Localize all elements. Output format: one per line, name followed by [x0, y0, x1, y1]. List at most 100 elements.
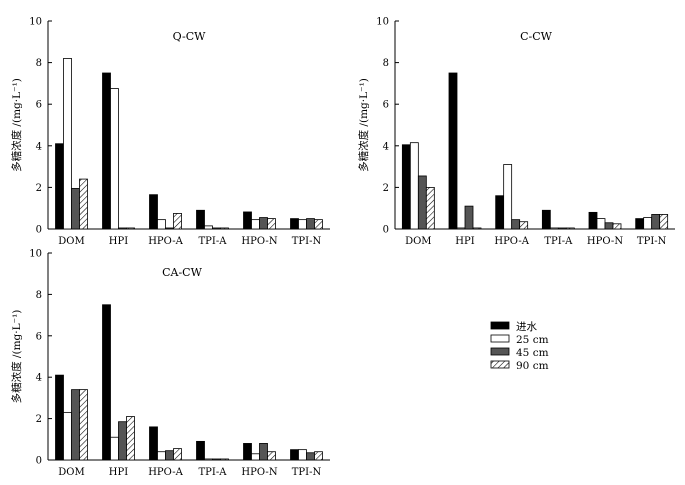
y-axis-label: 多糖浓度 /(mg·L⁻¹) — [10, 310, 23, 404]
x-tick-label: DOM — [405, 236, 431, 247]
bar-45cm-tpi-n — [306, 218, 315, 230]
chart-title: CA-CW — [162, 266, 202, 279]
y-tick-label: 2 — [36, 183, 42, 194]
y-tick-label: 0 — [36, 456, 42, 467]
bar-45cm-hpo-a — [165, 450, 174, 461]
bar-25cm-hpi — [110, 436, 119, 461]
y-tick-label: 4 — [36, 373, 42, 384]
bar-45cm-tpi-n — [651, 214, 661, 230]
bar-45cm-hpo-n — [259, 217, 268, 230]
bar-25cm-tpi-n — [643, 217, 653, 230]
y-tick-label: 2 — [383, 183, 389, 194]
x-tick-label: TPI-N — [637, 236, 667, 247]
bar-25cm-tpi-n — [298, 219, 307, 230]
bar-inflow-tpi-a — [196, 209, 205, 230]
bar-inflow-dom — [401, 144, 411, 230]
bar-90cm-hpi — [126, 416, 135, 461]
bar-25cm-hpi — [110, 88, 119, 230]
bar-45cm-tpi-a — [212, 227, 221, 230]
y-tick-label: 10 — [376, 17, 389, 28]
bar-45cm-dom — [71, 389, 80, 461]
bar-25cm-tpi-a — [204, 225, 213, 230]
bar-45cm-hpi — [118, 421, 127, 461]
bar-90cm-hpo-a — [173, 448, 182, 461]
bar-90cm-tpi-a — [220, 458, 229, 461]
bar-inflow-hpi — [448, 72, 458, 230]
bar-90cm-tpi-n — [314, 451, 323, 461]
legend-label-45cm: 45 cm — [516, 347, 549, 359]
legend-label-25cm: 25 cm — [516, 334, 549, 346]
y-tick-label: 0 — [36, 225, 42, 236]
bar-inflow-dom — [55, 374, 64, 461]
legend-item-25cm: 25 cm — [490, 334, 549, 346]
bar-90cm-hpo-n — [612, 223, 622, 230]
bar-inflow-tpi-n — [290, 218, 299, 230]
x-tick-label: HPO-A — [148, 467, 183, 478]
bar-90cm-hpo-n — [267, 451, 276, 461]
legend-swatch-inflow — [490, 321, 510, 330]
legend-item-90cm: 90 cm — [490, 360, 549, 372]
y-tick-label: 10 — [29, 249, 42, 260]
bar-inflow-hpo-a — [149, 426, 158, 461]
legend-label-90cm: 90 cm — [516, 360, 549, 372]
bar-25cm-hpo-n — [596, 218, 606, 230]
x-tick-label: HPI — [109, 467, 128, 478]
chart-title: C-CW — [520, 30, 553, 43]
bar-45cm-hpi — [464, 205, 474, 230]
bar-inflow-hpo-n — [243, 443, 252, 461]
chart-panel-2: 0 2 4 6 8 10 多糖浓度 /(mg·L⁻¹) C-CW DOM HPI HPO-A TPI-… — [357, 17, 675, 247]
legend-swatch-25cm — [490, 334, 510, 343]
bar-45cm-tpi-n — [306, 452, 315, 461]
bar-45cm-dom — [71, 188, 80, 230]
bar-90cm-dom — [79, 389, 88, 461]
bar-45cm-dom — [417, 175, 427, 230]
bar-25cm-hpo-a — [157, 451, 166, 461]
bar-90cm-dom — [425, 186, 435, 230]
bar-inflow-hpo-a — [149, 194, 158, 230]
bar-inflow-tpi-a — [196, 440, 205, 461]
bar-25cm-dom — [63, 58, 72, 230]
bar-90cm-hpo-n — [267, 218, 276, 230]
bar-25cm-dom — [63, 411, 72, 461]
x-tick-label: HPO-A — [494, 236, 529, 247]
y-axis-label: 多糖浓度 /(mg·L⁻¹) — [10, 78, 23, 172]
y-tick-label: 10 — [29, 17, 42, 28]
x-tick-label: HPI — [109, 236, 128, 247]
x-tick-label: TPI-A — [544, 236, 573, 247]
bar-90cm-tpi-n — [314, 219, 323, 230]
y-tick-label: 8 — [36, 58, 42, 69]
bar-25cm-hpo-n — [251, 219, 260, 230]
legend: 进水 25 cm 45 cm 90 cm — [490, 321, 549, 372]
bar-45cm-hpo-n — [604, 222, 614, 230]
bar-90cm-dom — [79, 178, 88, 230]
chart-panel-1: 0 2 4 6 8 10 多糖浓度 /(mg·L⁻¹) Q-CW DOM HPI HPO-A TPI-… — [10, 17, 330, 247]
y-tick-label: 4 — [36, 141, 42, 152]
legend-swatch-45cm — [490, 347, 510, 356]
bar-25cm-hpo-a — [503, 164, 513, 230]
x-tick-label: HPO-N — [241, 236, 277, 247]
bar-25cm-hpo-n — [251, 453, 260, 461]
x-tick-label: TPI-N — [292, 236, 322, 247]
chart-title: Q-CW — [173, 30, 207, 43]
x-tick-label: HPO-A — [148, 236, 183, 247]
bar-90cm-tpi-n — [659, 214, 669, 230]
bar-45cm-tpi-a — [557, 227, 567, 230]
x-tick-label: TPI-A — [199, 467, 228, 478]
bar-25cm-hpo-a — [157, 219, 166, 230]
bar-25cm-tpi-a — [549, 227, 559, 230]
bar-90cm-hpo-a — [519, 221, 529, 230]
y-tick-label: 8 — [383, 58, 389, 69]
legend-item-inflow: 进水 — [490, 321, 537, 333]
bar-25cm-hpi — [456, 227, 466, 230]
bar-inflow-dom — [55, 143, 64, 230]
y-tick-label: 2 — [36, 414, 42, 425]
x-tick-label: HPO-N — [241, 467, 277, 478]
bar-90cm-hpi — [472, 227, 482, 230]
bar-25cm-dom — [409, 142, 419, 230]
bar-90cm-hpi — [126, 227, 135, 230]
bar-inflow-hpo-n — [243, 211, 252, 230]
y-tick-label: 0 — [383, 225, 389, 236]
bar-90cm-hpo-a — [173, 212, 182, 230]
x-tick-label: HPO-N — [587, 236, 623, 247]
